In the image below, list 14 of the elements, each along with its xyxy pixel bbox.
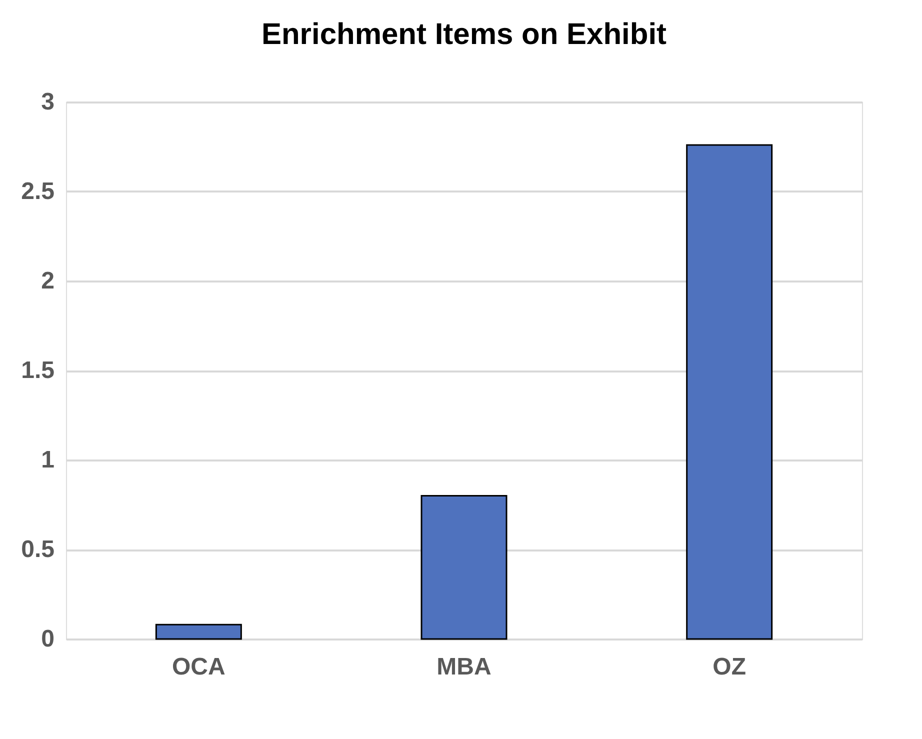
x-tick-label: OCA: [172, 654, 226, 680]
y-tick-label: 2: [41, 268, 54, 294]
chart-title: Enrichment Items on Exhibit: [261, 18, 667, 51]
x-tick-label: MBA: [436, 654, 492, 680]
y-tick-label: 0.5: [21, 536, 54, 563]
bar: [155, 624, 242, 640]
x-tick-label: OZ: [712, 654, 746, 680]
bar: [686, 144, 773, 640]
y-tick-label: 2.5: [21, 178, 54, 205]
y-tick-label: 1.5: [21, 357, 54, 384]
y-tick-label: 1: [41, 446, 54, 474]
bar: [420, 495, 508, 640]
y-tick-label: 0: [41, 626, 54, 652]
y-tick-label: 3: [41, 88, 54, 116]
